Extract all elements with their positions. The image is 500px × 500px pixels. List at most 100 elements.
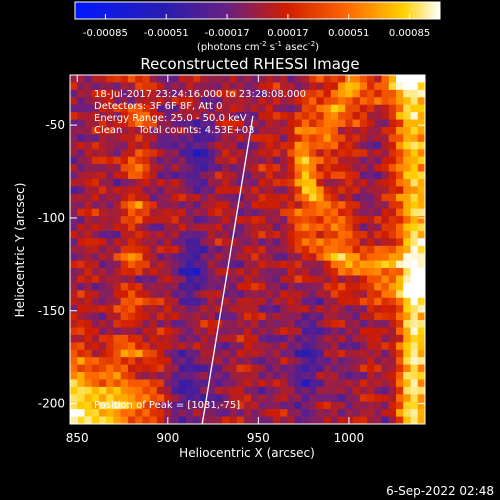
heatmap-cell	[127, 320, 136, 329]
heatmap-cell	[338, 89, 346, 98]
heatmap-cell	[77, 186, 86, 195]
heatmap-cell	[396, 104, 404, 113]
heatmap-cell	[338, 416, 346, 424]
heatmap-cell	[149, 186, 158, 195]
heatmap-cell	[178, 334, 187, 343]
heatmap-cell	[106, 394, 115, 403]
heatmap-cell	[164, 282, 173, 291]
heatmap-cell	[251, 260, 259, 269]
heatmap-cell	[265, 89, 274, 98]
heatmap-cell	[251, 216, 259, 225]
heatmap-cell	[120, 260, 129, 269]
heatmap-cell	[301, 349, 310, 358]
heatmap-cell	[164, 327, 173, 336]
heatmap-cell	[243, 268, 252, 277]
heatmap-cell	[98, 394, 107, 403]
heatmap-cell	[98, 297, 107, 306]
heatmap-cell	[178, 97, 187, 106]
heatmap-cell	[236, 409, 245, 418]
heatmap-cell	[294, 149, 303, 158]
heatmap-cell	[338, 112, 346, 121]
heatmap-cell	[338, 164, 346, 173]
heatmap-cell	[164, 386, 173, 395]
heatmap-cell	[142, 394, 151, 403]
heatmap-cell	[229, 216, 238, 225]
heatmap-cell	[98, 208, 107, 217]
heatmap-cell	[251, 201, 259, 210]
heatmap-cell	[367, 230, 375, 239]
heatmap-cell	[388, 364, 397, 373]
heatmap-cell	[359, 186, 368, 195]
heatmap-cell	[323, 104, 332, 113]
heatmap-cell	[135, 327, 144, 336]
heatmap-cell	[338, 357, 346, 366]
heatmap-cell	[207, 312, 216, 321]
heatmap-cell	[272, 305, 281, 314]
heatmap-cell	[193, 134, 202, 143]
heatmap-cell	[280, 275, 288, 284]
heatmap-cell	[142, 349, 151, 358]
chart-title: Reconstructed RHESSI Image	[140, 55, 359, 73]
heatmap-cell	[338, 282, 346, 291]
y-axis-label: Heliocentric Y (arcsec)	[13, 183, 27, 318]
heatmap-cell	[345, 290, 354, 299]
heatmap-cell	[91, 409, 100, 418]
heatmap-cell	[359, 75, 368, 84]
heatmap-cell	[287, 312, 296, 321]
heatmap-cell	[345, 327, 354, 336]
heatmap-cell	[280, 364, 288, 373]
y-tick-label: -100	[38, 211, 65, 225]
heatmap-cell	[309, 178, 317, 187]
heatmap-cell	[316, 297, 325, 306]
heatmap-cell	[127, 327, 136, 336]
heatmap-cell	[388, 141, 397, 150]
heatmap-cell	[222, 386, 230, 395]
heatmap-cell	[120, 238, 129, 247]
heatmap-cell	[345, 89, 354, 98]
heatmap-cell	[403, 275, 412, 284]
heatmap-cell	[207, 216, 216, 225]
heatmap-cell	[120, 208, 129, 217]
heatmap-cell	[338, 201, 346, 210]
heatmap-cell	[294, 268, 303, 277]
heatmap-cell	[70, 208, 78, 217]
heatmap-cell	[251, 342, 259, 351]
heatmap-cell	[265, 305, 274, 314]
heatmap-cell	[403, 186, 412, 195]
heatmap-cell	[316, 394, 325, 403]
heatmap-cell	[396, 342, 404, 351]
heatmap-cell	[77, 342, 86, 351]
heatmap-cell	[229, 89, 238, 98]
heatmap-cell	[185, 141, 194, 150]
heatmap-cell	[193, 223, 202, 232]
heatmap-cell	[381, 134, 390, 143]
heatmap-cell	[388, 97, 397, 106]
heatmap-cell	[301, 245, 310, 254]
heatmap-cell	[294, 320, 303, 329]
heatmap-cell	[287, 171, 296, 180]
heatmap-cell	[113, 201, 122, 210]
heatmap-cell	[120, 416, 129, 424]
heatmap-cell	[193, 297, 202, 306]
heatmap-cell	[200, 208, 209, 217]
heatmap-cell	[142, 409, 151, 418]
heatmap-cell	[214, 112, 223, 121]
heatmap-cell	[265, 268, 274, 277]
heatmap-cell	[222, 401, 230, 410]
heatmap-cell	[185, 134, 194, 143]
heatmap-cell	[214, 364, 223, 373]
heatmap-cell	[236, 126, 245, 136]
heatmap-cell	[156, 282, 165, 291]
heatmap-cell	[396, 260, 404, 269]
heatmap-cell	[156, 178, 165, 187]
heatmap-cell	[142, 186, 151, 195]
heatmap-cell	[330, 290, 339, 299]
heatmap-cell	[106, 149, 115, 158]
heatmap-cell	[149, 112, 158, 121]
heatmap-cell	[113, 409, 122, 418]
heatmap-cell	[374, 409, 383, 418]
heatmap-cell	[410, 268, 419, 277]
heatmap-cell	[135, 216, 144, 225]
heatmap-cell	[178, 275, 187, 284]
heatmap-cell	[77, 82, 86, 91]
